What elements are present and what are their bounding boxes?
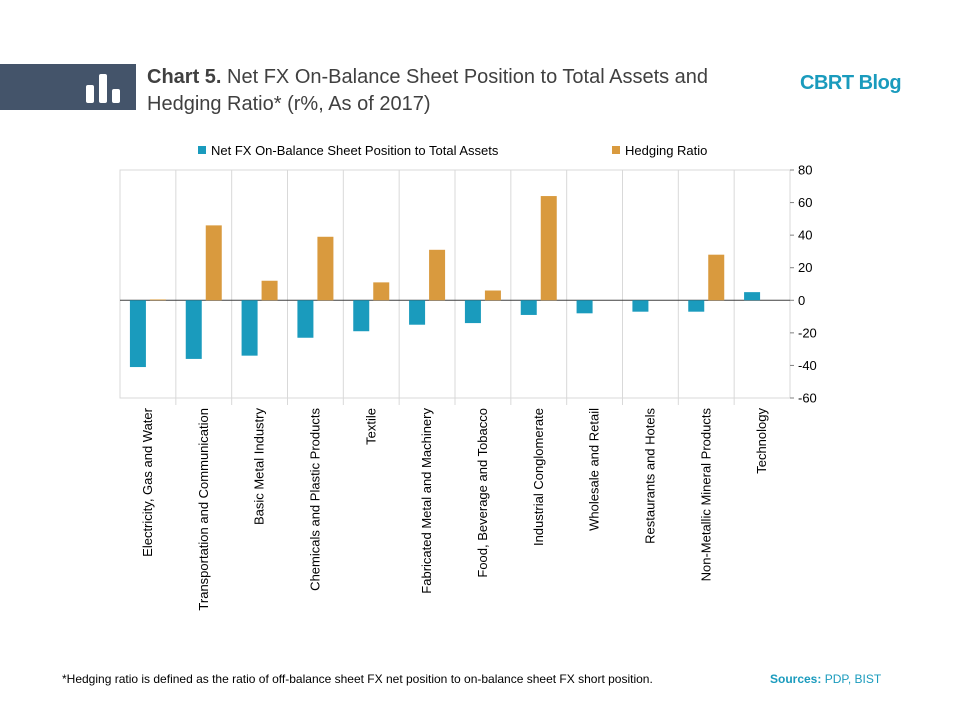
bar-net-fx: [409, 300, 426, 325]
x-category-label: Electricity, Gas and Water: [140, 407, 155, 556]
bar-net-fx: [241, 300, 258, 356]
chart-title-text: Net FX On-Balance Sheet Position to Tota…: [147, 66, 709, 115]
bar-chart-icon: [86, 74, 120, 103]
footnote: *Hedging ratio is defined as the ratio o…: [62, 672, 653, 686]
bar-net-fx: [688, 300, 705, 312]
x-category-label: Chemicals and Plastic Products: [307, 408, 322, 591]
bar-net-fx: [632, 300, 649, 312]
y-tick-label: -60: [798, 391, 817, 406]
sources: Sources: PDP, BIST: [770, 672, 881, 686]
bar-hedging-ratio: [149, 299, 166, 301]
chart-title: Chart 5. Net FX On-Balance Sheet Positio…: [147, 64, 767, 118]
legend-swatch-hedging-ratio: [612, 146, 620, 154]
chart-title-prefix: Chart 5.: [147, 66, 222, 88]
x-category-label: Industrial Conglomerate: [531, 408, 546, 546]
y-tick-label: 0: [798, 293, 805, 308]
bar-hedging-ratio: [540, 196, 557, 301]
y-tick-label: 80: [798, 163, 812, 178]
brand-logo[interactable]: CBRT Blog: [800, 72, 902, 94]
x-category-label: Transportation and Communication: [196, 408, 211, 611]
legend-swatch-net-fx: [198, 146, 206, 154]
sources-label: Sources:: [770, 672, 822, 686]
header-band: [0, 64, 136, 110]
x-category-label: Restaurants and Hotels: [642, 408, 657, 544]
bar-hedging-ratio: [708, 254, 725, 301]
bar-hedging-ratio: [484, 290, 501, 301]
x-category-label: Fabricated Metal and Machinery: [419, 408, 434, 594]
x-category-label: Basic Metal Industry: [252, 408, 267, 526]
y-tick-label: 40: [798, 228, 812, 243]
bar-hedging-ratio: [373, 282, 390, 301]
bar-net-fx: [464, 300, 481, 324]
bar-hedging-ratio: [429, 249, 446, 301]
y-tick-label: 60: [798, 195, 812, 210]
x-category-label: Non-Metallic Mineral Products: [698, 408, 713, 582]
bar-hedging-ratio: [261, 280, 278, 301]
bar-net-fx: [129, 300, 146, 368]
bar-net-fx: [353, 300, 370, 332]
bar-hedging-ratio: [317, 236, 334, 301]
legend-label-hedging-ratio: Hedging Ratio: [625, 143, 707, 158]
bar-net-fx: [576, 300, 593, 314]
bar-net-fx: [744, 292, 761, 301]
x-category-label: Textile: [363, 408, 378, 445]
sources-text: PDP, BIST: [824, 672, 882, 686]
y-tick-label: -20: [798, 325, 817, 340]
bar-hedging-ratio: [205, 225, 222, 301]
bar-net-fx: [185, 300, 202, 359]
legend-label-net-fx: Net FX On-Balance Sheet Position to Tota…: [211, 143, 499, 158]
bar-net-fx: [520, 300, 537, 315]
x-category-label: Wholesale and Retail: [587, 408, 602, 531]
y-tick-label: 20: [798, 260, 812, 275]
x-category-label: Food, Beverage and Tobacco: [475, 408, 490, 578]
bar-net-fx: [297, 300, 314, 338]
x-category-label: Technology: [754, 408, 769, 474]
y-tick-label: -40: [798, 358, 817, 373]
